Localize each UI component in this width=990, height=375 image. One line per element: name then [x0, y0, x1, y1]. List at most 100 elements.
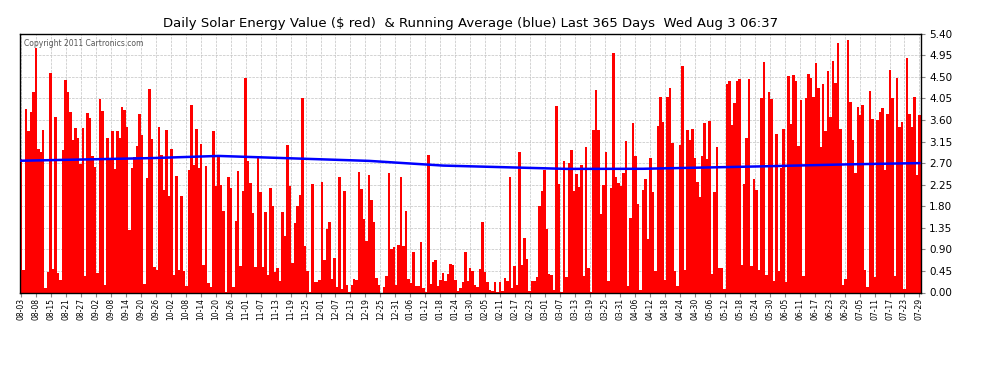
Bar — [701, 156, 704, 292]
Bar — [427, 154, 430, 292]
Bar — [854, 173, 856, 292]
Bar — [96, 273, 99, 292]
Bar — [284, 236, 286, 292]
Bar — [355, 280, 358, 292]
Bar — [752, 178, 755, 292]
Bar — [812, 97, 815, 292]
Bar — [536, 278, 539, 292]
Bar — [56, 273, 59, 292]
Bar — [792, 75, 795, 292]
Bar — [484, 272, 486, 292]
Bar — [570, 150, 572, 292]
Bar — [807, 74, 810, 292]
Bar — [304, 246, 306, 292]
Bar — [299, 195, 301, 292]
Bar — [368, 176, 370, 292]
Bar — [306, 270, 309, 292]
Bar — [148, 90, 150, 292]
Bar — [106, 138, 109, 292]
Bar — [909, 114, 911, 292]
Bar — [757, 270, 760, 292]
Bar — [141, 135, 144, 292]
Bar — [580, 165, 582, 292]
Bar — [266, 275, 269, 292]
Bar — [66, 92, 69, 292]
Bar — [180, 196, 183, 292]
Bar — [671, 143, 674, 292]
Bar — [124, 110, 126, 292]
Bar — [553, 290, 555, 292]
Bar — [582, 276, 585, 292]
Bar — [375, 278, 378, 292]
Bar — [856, 107, 859, 292]
Bar — [610, 188, 612, 292]
Bar — [607, 281, 610, 292]
Bar — [202, 265, 205, 292]
Bar — [47, 272, 50, 292]
Bar — [69, 112, 71, 292]
Bar — [896, 78, 899, 292]
Bar — [558, 184, 560, 292]
Bar — [666, 98, 669, 292]
Bar — [506, 281, 509, 292]
Bar — [837, 44, 840, 292]
Bar — [501, 291, 504, 292]
Bar — [891, 98, 894, 292]
Bar — [101, 111, 104, 292]
Bar — [42, 130, 45, 292]
Bar — [879, 111, 881, 292]
Bar — [691, 129, 694, 292]
Bar — [469, 268, 471, 292]
Bar — [565, 277, 567, 292]
Bar — [706, 159, 709, 292]
Bar — [385, 276, 387, 292]
Bar — [762, 62, 765, 292]
Bar — [602, 184, 605, 292]
Text: Copyright 2011 Cartronics.com: Copyright 2011 Cartronics.com — [25, 39, 144, 48]
Bar — [676, 286, 679, 292]
Bar — [188, 170, 190, 292]
Bar — [526, 259, 529, 292]
Bar — [635, 156, 637, 292]
Bar — [378, 285, 380, 292]
Bar — [489, 291, 491, 292]
Bar — [336, 287, 339, 292]
Bar — [242, 190, 245, 292]
Bar — [825, 131, 827, 292]
Bar — [466, 281, 469, 292]
Bar — [704, 123, 706, 292]
Bar — [815, 63, 817, 292]
Bar — [874, 278, 876, 292]
Bar — [802, 276, 805, 292]
Bar — [889, 70, 891, 292]
Bar — [539, 206, 541, 292]
Bar — [200, 144, 202, 292]
Bar — [851, 140, 854, 292]
Bar — [795, 81, 797, 292]
Bar — [64, 80, 66, 292]
Bar — [782, 129, 785, 292]
Bar — [91, 156, 94, 292]
Bar — [326, 230, 329, 292]
Bar — [567, 163, 570, 292]
Bar — [736, 81, 739, 292]
Bar — [777, 271, 780, 292]
Bar — [170, 149, 173, 292]
Bar — [481, 222, 484, 292]
Bar — [25, 109, 27, 292]
Bar — [54, 117, 56, 292]
Bar — [301, 98, 304, 292]
Bar — [861, 105, 864, 292]
Bar — [405, 211, 407, 292]
Bar — [237, 171, 240, 292]
Bar — [476, 286, 479, 292]
Bar — [679, 146, 681, 292]
Bar — [906, 58, 909, 292]
Bar — [615, 177, 617, 292]
Bar — [227, 177, 230, 292]
Bar — [694, 158, 696, 292]
Bar — [319, 280, 321, 292]
Bar — [630, 218, 632, 292]
Bar — [316, 282, 319, 292]
Bar — [198, 168, 200, 292]
